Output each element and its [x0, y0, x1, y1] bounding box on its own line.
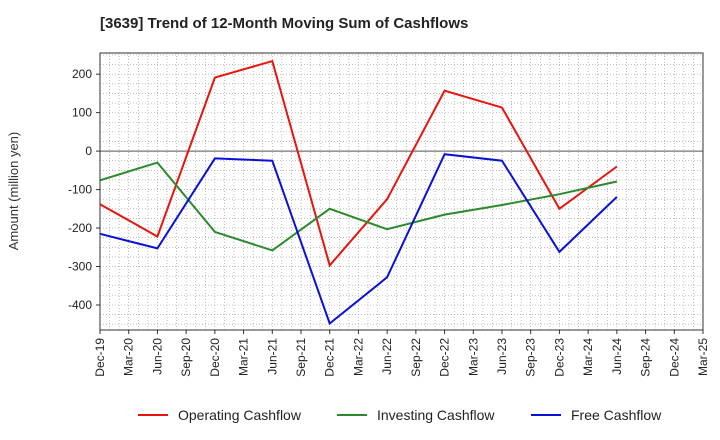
legend-label-free-cashflow: Free Cashflow [571, 407, 662, 423]
y-tick-label: -400 [68, 298, 92, 312]
x-tick-label: Sep-23 [524, 338, 538, 377]
legend-label-operating-cashflow: Operating Cashflow [178, 407, 302, 423]
x-tick-label: Jun-21 [265, 338, 279, 375]
y-tick-label: -100 [68, 183, 92, 197]
x-tick-label: Sep-21 [294, 338, 308, 377]
x-tick-label: Dec-20 [208, 338, 222, 377]
series-line-investing-cashflow [99, 161, 618, 252]
y-tick-label: 0 [85, 144, 92, 158]
x-tick-label: Mar-22 [351, 338, 365, 376]
y-axis-title: Amount (million yen) [6, 132, 21, 251]
plot-background [100, 53, 703, 330]
x-tick-label: Sep-20 [179, 338, 193, 377]
legend-label-investing-cashflow: Investing Cashflow [377, 407, 495, 423]
x-tick-label: Jun-22 [380, 338, 394, 375]
x-tick-label: Jun-23 [495, 338, 509, 375]
x-tick-label: Dec-24 [667, 338, 681, 377]
x-tick-label: Mar-24 [581, 338, 595, 376]
chart-title: [3639] Trend of 12-Month Moving Sum of C… [100, 15, 469, 32]
y-tick-label: 200 [72, 67, 92, 81]
x-tick-label: Sep-24 [639, 338, 653, 377]
x-tick-label: Mar-21 [237, 338, 251, 376]
series-line-free-cashflow [99, 153, 618, 326]
x-tick-labels: Dec-19 Mar-20 Jun-20 Sep-20 Dec-20 Mar-21 Jun-… [93, 330, 710, 377]
y-tick-label: -200 [68, 221, 92, 235]
x-tick-label: Dec-23 [552, 338, 566, 377]
grid-layer [100, 53, 703, 330]
y-tick-label: -300 [68, 260, 92, 274]
y-tick-label: 100 [72, 106, 92, 120]
x-tick-label: Mar-20 [122, 338, 136, 376]
plot-frame [99, 52, 704, 331]
x-tick-label: Jun-24 [610, 338, 624, 375]
x-tick-label: Jun-20 [150, 338, 164, 375]
series-layer [99, 59, 618, 326]
x-tick-label: Mar-23 [466, 338, 480, 376]
legend: Operating Cashflow Investing Cashflow Free… [138, 407, 662, 423]
y-tick-labels: 200 100 0 -100 -200 -300 -400 [68, 67, 100, 312]
x-tick-label: Dec-22 [438, 338, 452, 377]
x-tick-label: Dec-19 [93, 338, 107, 377]
x-tick-label: Mar-25 [696, 338, 710, 376]
x-tick-label: Dec-21 [323, 338, 337, 377]
series-line-operating-cashflow [99, 59, 618, 268]
x-tick-label: Sep-22 [409, 338, 423, 377]
